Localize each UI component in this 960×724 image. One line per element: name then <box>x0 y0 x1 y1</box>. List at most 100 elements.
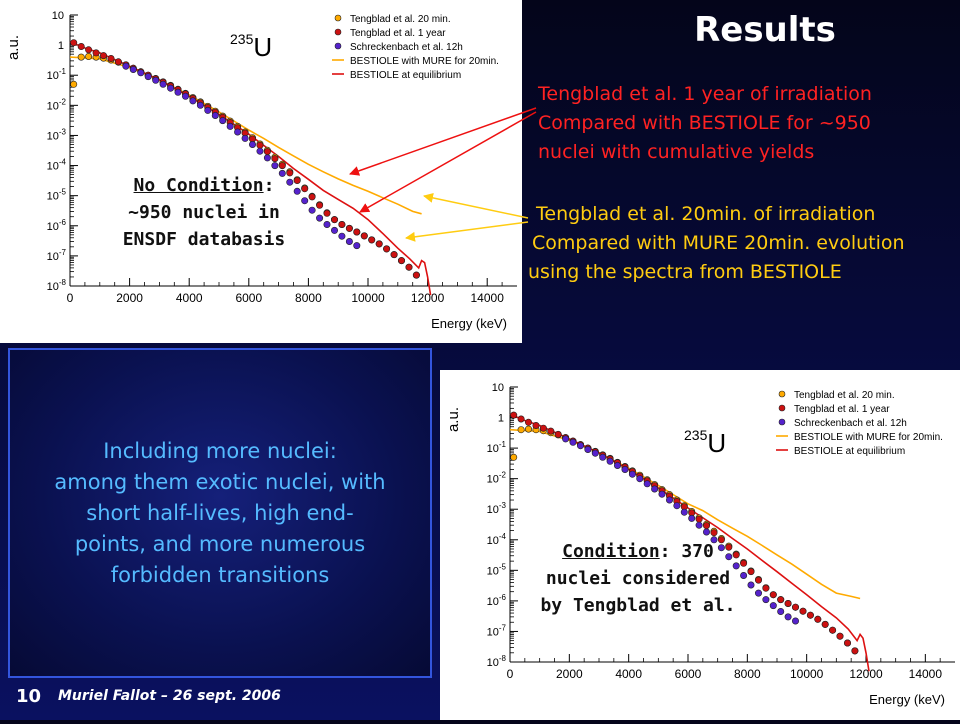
data-point <box>330 226 338 234</box>
data-point <box>740 572 748 580</box>
data-point <box>159 80 167 88</box>
data-point <box>360 232 368 240</box>
red-comparison-text: Tengblad et al. 1 year of irradiation Co… <box>538 80 872 167</box>
isotope-label: 235U <box>230 31 272 62</box>
data-point <box>353 228 361 236</box>
data-point <box>174 88 182 96</box>
isotope-label: 235U <box>684 427 726 458</box>
data-point <box>747 581 755 589</box>
data-point <box>643 480 651 488</box>
data-point <box>263 148 271 156</box>
data-point <box>152 76 160 84</box>
data-point <box>196 101 204 109</box>
data-point <box>725 543 733 551</box>
y-tick-label: 10-7 <box>487 623 507 638</box>
data-point <box>688 514 696 522</box>
footer-author: Muriel Fallot – 26 sept. 2006 <box>58 688 281 704</box>
data-point <box>777 596 785 604</box>
data-point <box>144 73 152 81</box>
annotation-line: ~950 nuclei in <box>128 202 280 223</box>
data-point <box>85 52 93 60</box>
y-tick-label: 1 <box>498 413 504 425</box>
data-point <box>189 97 197 105</box>
data-point <box>249 141 257 149</box>
page-number: 10 <box>16 686 42 707</box>
data-point <box>301 185 309 193</box>
data-point <box>129 66 137 74</box>
data-point <box>271 162 279 170</box>
data-point <box>92 49 100 57</box>
data-point <box>754 589 762 597</box>
data-point <box>330 216 338 224</box>
data-point <box>725 553 733 561</box>
annotation-rest: : <box>263 175 275 196</box>
data-point <box>577 442 585 450</box>
data-point <box>562 435 570 443</box>
yellow-text-line: using the spectra from BESTIOLE <box>528 261 842 283</box>
info-box: Including more nuclei: among them exotic… <box>8 348 432 678</box>
x-tick-label: 0 <box>507 667 514 681</box>
y-tick-label: 10-2 <box>47 97 67 112</box>
data-point <box>100 52 108 60</box>
legend-label: Tengblad et al. 1 year <box>794 404 890 415</box>
data-point <box>777 608 785 616</box>
y-tick-label: 10-7 <box>47 248 67 263</box>
data-point <box>383 245 391 253</box>
info-line: forbidden transitions <box>110 563 330 587</box>
data-point <box>614 462 622 470</box>
red-text-line: nuclei with cumulative yields <box>538 141 815 163</box>
y-tick-label: 10-4 <box>487 532 507 547</box>
data-point <box>167 84 175 92</box>
chart-panel-no-condition: 10 1 10-1 10-2 10-3 10-4 10-5 10-6 10-7 10-8 0 2000… <box>0 0 522 343</box>
y-axis-label: a.u. <box>5 35 22 60</box>
legend-marker <box>778 404 786 412</box>
y-tick-label: 10-2 <box>487 471 507 486</box>
data-point <box>70 39 78 47</box>
chart-panel-condition: 10 1 10-1 10-2 10-3 10-4 10-5 10-6 10-7 10-8 0 2000… <box>440 370 960 720</box>
data-point <box>717 544 725 552</box>
data-point <box>256 141 264 149</box>
x-axis-label: Energy (keV) <box>431 316 507 331</box>
data-point <box>405 263 413 271</box>
data-point <box>286 169 294 177</box>
y-tick-label: 1 <box>58 40 64 52</box>
data-point <box>510 453 518 461</box>
slide-title: Results <box>694 10 836 50</box>
x-tick-label: 2000 <box>556 667 583 681</box>
red-text-line: Compared with BESTIOLE for ~950 <box>538 112 871 134</box>
data-point <box>517 426 525 434</box>
data-point <box>851 647 859 655</box>
y-tick-label: 10-8 <box>487 654 507 669</box>
data-point <box>412 271 420 279</box>
annotation-line: by Tengblad et al. <box>540 595 736 616</box>
y-tick-label: 10 <box>52 10 64 22</box>
data-point <box>241 134 249 142</box>
y-tick-label: 10-1 <box>47 67 67 82</box>
legend-marker <box>334 28 342 36</box>
x-axis-label: Energy (keV) <box>869 692 945 707</box>
x-tick-label: 0 <box>67 291 74 305</box>
data-point <box>673 502 681 510</box>
data-point <box>702 528 710 536</box>
y-tick-label: 10-3 <box>47 127 67 142</box>
y-tick-label: 10-1 <box>487 440 507 455</box>
data-point <box>137 69 145 77</box>
x-tick-label: 14000 <box>909 667 943 681</box>
y-tick-label: 10-8 <box>47 278 67 293</box>
data-point <box>85 46 93 54</box>
legend-label: BESTIOLE at equilibrium <box>350 70 461 81</box>
data-point <box>747 568 755 576</box>
data-point <box>316 201 324 209</box>
data-point <box>368 236 376 244</box>
data-point <box>710 529 718 537</box>
y-tick-label: 10-5 <box>487 562 507 577</box>
annotation-rest: : 370 <box>659 541 714 562</box>
x-tick-label: 8000 <box>295 291 322 305</box>
legend-marker <box>778 390 786 398</box>
data-point <box>263 154 271 162</box>
data-point <box>829 626 837 634</box>
data-point <box>226 122 234 130</box>
data-point <box>769 591 777 599</box>
yellow-text-line: Tengblad et al. 20min. of irradiation <box>536 203 876 225</box>
x-tick-label: 10000 <box>790 667 824 681</box>
